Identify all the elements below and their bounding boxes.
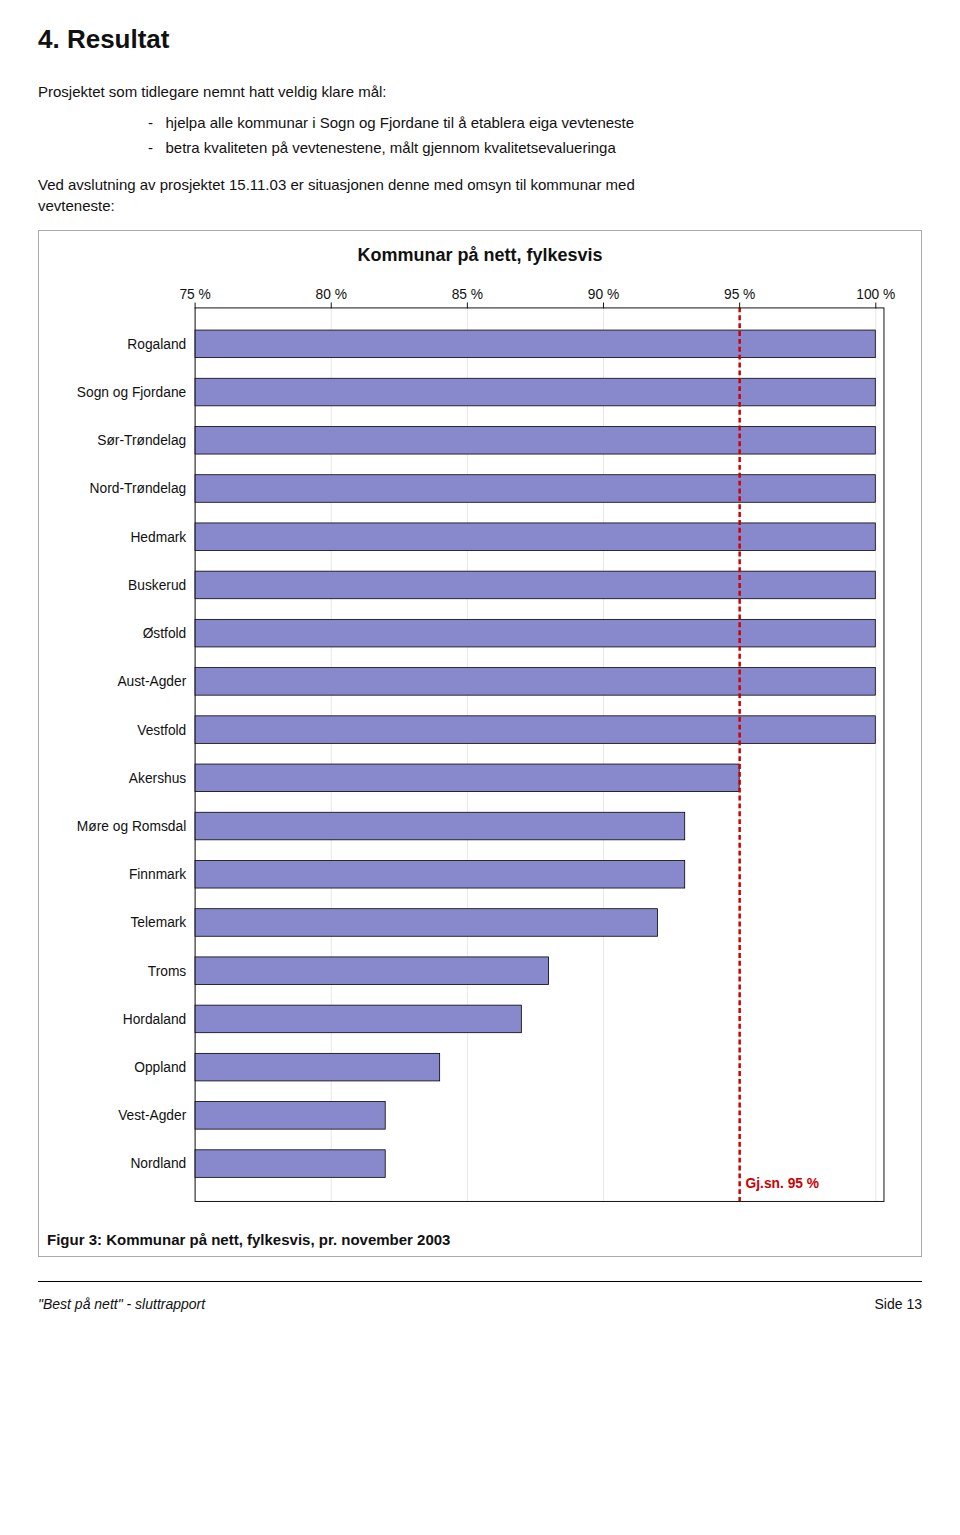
svg-text:Finnmark: Finnmark bbox=[129, 867, 186, 882]
svg-text:Vestfold: Vestfold bbox=[137, 722, 186, 737]
html-text:Side 13: Side 13 bbox=[874, 1295, 922, 1312]
svg-text:95 %: 95 % bbox=[724, 287, 755, 302]
svg-text:85 %: 85 % bbox=[452, 287, 483, 302]
svg-text:Aust-Agder: Aust-Agder bbox=[117, 674, 186, 689]
svg-text:80 %: 80 % bbox=[316, 287, 347, 302]
html-text:Figur 3: Kommunar på nett, fyl: Figur 3: Kommunar på nett, fylkesvis, pr… bbox=[47, 1230, 451, 1248]
svg-text:Nordland: Nordland bbox=[130, 1156, 186, 1171]
svg-text:Vest-Agder: Vest-Agder bbox=[118, 1108, 187, 1123]
svg-text:90 %: 90 % bbox=[588, 287, 619, 302]
html-text:- hjelpa alle kommunar i Sogn: - hjelpa alle kommunar i Sogn og Fjordan… bbox=[148, 114, 635, 131]
html-text:4. Resultat: 4. Resultat bbox=[38, 24, 170, 54]
svg-text:Troms: Troms bbox=[148, 964, 187, 979]
svg-text:Gj.sn. 95 %: Gj.sn. 95 % bbox=[746, 1176, 819, 1191]
svg-text:Rogaland: Rogaland bbox=[127, 337, 186, 352]
svg-text:Sogn og Fjordane: Sogn og Fjordane bbox=[77, 385, 187, 400]
svg-text:75 %: 75 % bbox=[179, 287, 210, 302]
svg-text:Hedmark: Hedmark bbox=[130, 530, 186, 545]
svg-text:Sør-Trøndelag: Sør-Trøndelag bbox=[97, 433, 186, 448]
svg-text:Nord-Trøndelag: Nord-Trøndelag bbox=[90, 481, 187, 496]
svg-text:Akershus: Akershus bbox=[129, 771, 186, 786]
html-text:"Best på nett" - sluttrapport: "Best på nett" - sluttrapport bbox=[38, 1295, 206, 1312]
svg-text:Oppland: Oppland bbox=[134, 1060, 186, 1075]
html-text:Prosjektet som tidlegare nemnt: Prosjektet som tidlegare nemnt hatt veld… bbox=[38, 83, 387, 100]
svg-text:Telemark: Telemark bbox=[130, 915, 186, 930]
svg-text:Møre og Romsdal: Møre og Romsdal bbox=[77, 819, 186, 834]
svg-text:Hordaland: Hordaland bbox=[123, 1012, 187, 1027]
html-text:- betra kvaliteten på vevtenes: - betra kvaliteten på vevtenestene, målt… bbox=[148, 139, 616, 156]
svg-text:100 %: 100 % bbox=[856, 287, 895, 302]
html-text:Kommunar på nett, fylkesvis: Kommunar på nett, fylkesvis bbox=[357, 245, 603, 265]
svg-text:Buskerud: Buskerud bbox=[128, 578, 186, 593]
svg-text:Østfold: Østfold bbox=[143, 626, 187, 641]
html-text:Ved avslutning av prosjektet 1: Ved avslutning av prosjektet 15.11.03 er… bbox=[38, 176, 635, 214]
